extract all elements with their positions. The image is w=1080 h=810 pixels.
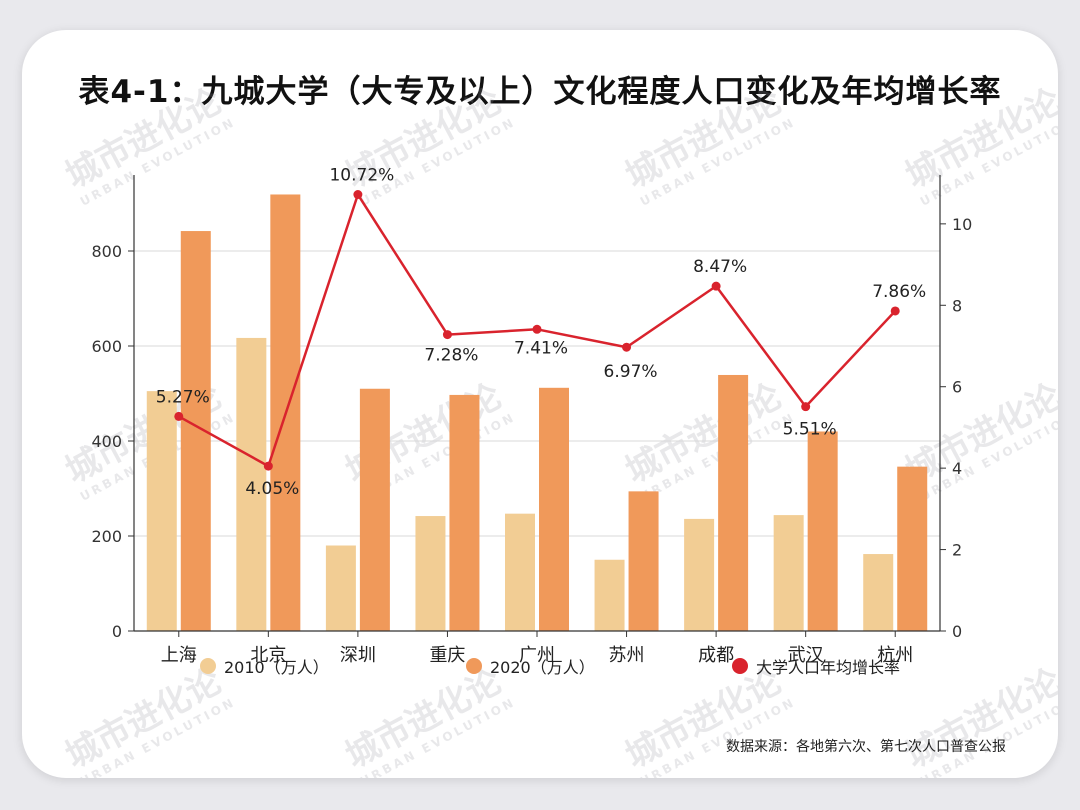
growth-data-label: 7.28% [424, 346, 478, 366]
x-tick-label: 武汉 [788, 645, 824, 666]
bar-2020 [449, 394, 480, 631]
growth-data-label: 7.41% [514, 338, 568, 358]
growth-data-label: 8.47% [693, 257, 747, 277]
legend-item-2010: 2010（万人） [200, 654, 329, 678]
growth-point [890, 306, 900, 316]
legend-item-2020: 2020（万人） [466, 654, 595, 678]
y-right-tick-label: 0 [952, 622, 962, 641]
x-tick-label: 杭州 [877, 645, 913, 666]
bar-2020 [897, 466, 928, 631]
growth-point [353, 190, 363, 200]
growth-data-label: 5.27% [156, 387, 210, 407]
x-tick-label: 苏州 [609, 645, 645, 666]
bar-2010 [146, 391, 177, 631]
growth-data-label: 5.51% [783, 420, 837, 440]
y-right-tick-label: 2 [952, 541, 962, 560]
bar-2020 [807, 431, 838, 631]
bar-2010 [505, 513, 535, 631]
legend-label-2010: 2010（万人） [224, 658, 329, 677]
y-right-tick-label: 4 [952, 459, 962, 478]
bar-2020 [359, 388, 390, 631]
legend-label-growth: 大学人口年均增长率 [756, 658, 901, 677]
growth-data-label: 4.05% [245, 479, 299, 499]
legend-swatch-growth [732, 658, 748, 674]
x-tick-label: 北京 [250, 645, 286, 666]
legend-item-growth: 大学人口年均增长率 [732, 654, 900, 678]
legend-swatch-2010 [200, 658, 216, 674]
y-left-tick-label: 400 [91, 432, 122, 451]
growth-point [263, 461, 273, 471]
bar-2020 [628, 491, 659, 631]
growth-point [174, 411, 184, 421]
growth-data-label: 6.97% [604, 362, 658, 382]
y-left-tick-label: 200 [91, 527, 122, 546]
growth-data-label: 10.72% [329, 166, 394, 186]
x-tick-label: 重庆 [429, 645, 465, 666]
x-tick-label: 上海 [161, 645, 197, 666]
bar-2010 [415, 516, 446, 631]
bar-2010 [684, 518, 715, 631]
growth-point [801, 402, 811, 412]
bar-2010 [773, 515, 804, 631]
y-left-tick-label: 800 [91, 242, 122, 261]
y-left-tick-label: 0 [112, 622, 122, 641]
y-right-tick-label: 8 [952, 296, 962, 315]
y-right-tick-label: 6 [952, 378, 962, 397]
growth-point [711, 281, 721, 291]
growth-point [622, 342, 632, 352]
bar-2020 [539, 387, 569, 631]
bar-2010 [325, 545, 356, 631]
growth-point [532, 324, 542, 334]
bar-2020 [718, 374, 749, 631]
legend-label-2020: 2020（万人） [490, 658, 595, 677]
bar-2010 [863, 554, 894, 631]
bar-2010 [594, 559, 625, 631]
chart-title: 表4-1：九城大学（大专及以上）文化程度人口变化及年均增长率 [78, 74, 1002, 110]
x-tick-label: 成都 [698, 645, 734, 666]
x-tick-label: 深圳 [340, 645, 376, 666]
legend-swatch-2020 [466, 658, 482, 674]
growth-point [442, 330, 452, 340]
x-tick-label: 广州 [519, 645, 555, 666]
data-source-note: 数据来源：各地第六次、第七次人口普查公报 [726, 739, 1006, 755]
y-right-tick-label: 10 [952, 215, 972, 234]
y-left-tick-label: 600 [91, 337, 122, 356]
bar-2010 [236, 337, 267, 631]
growth-data-label: 7.86% [872, 282, 926, 302]
